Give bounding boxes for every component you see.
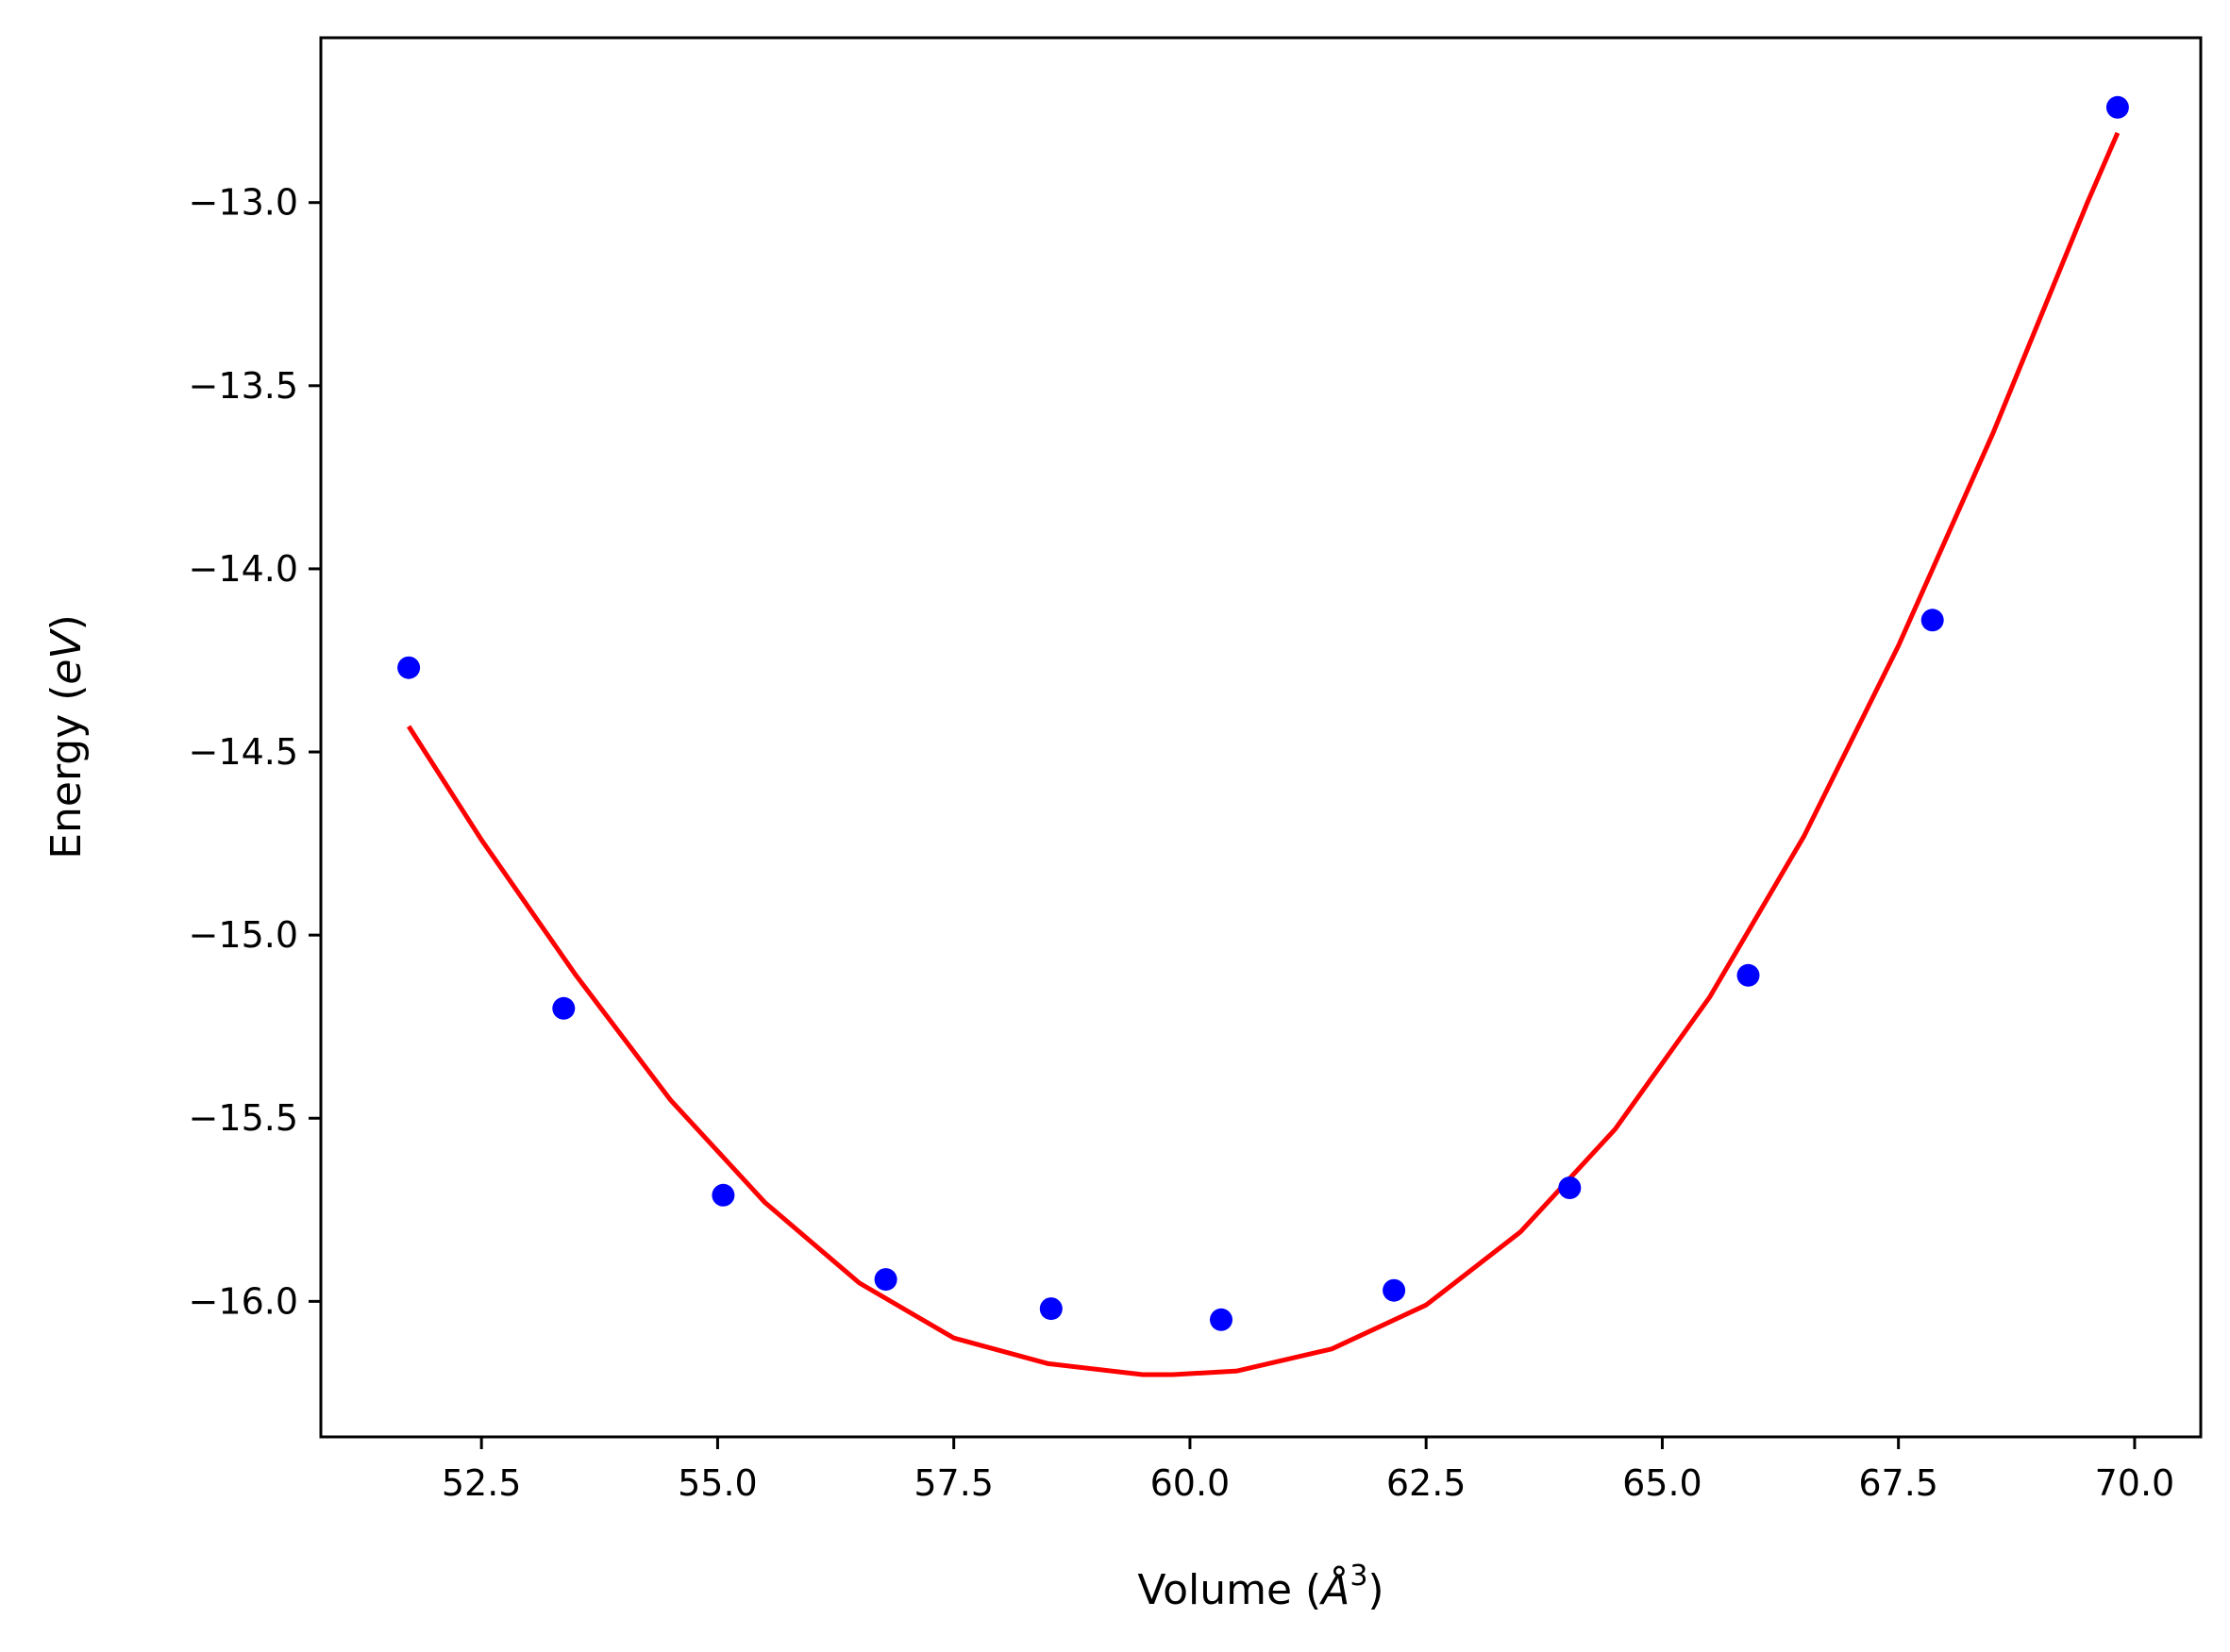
- y-tick-label: −14.0: [189, 548, 298, 590]
- plot-frame: [319, 36, 2203, 1439]
- data-point: [874, 1268, 897, 1292]
- y-axis-label-close: ): [42, 614, 91, 630]
- x-tick-label: 67.5: [1858, 1462, 1938, 1504]
- x-axis-label-unit: Å: [1318, 1564, 1350, 1614]
- y-axis-label: Energy (eV): [42, 614, 91, 859]
- y-tick-label: −14.5: [189, 731, 298, 773]
- x-tick-label: 60.0: [1150, 1462, 1231, 1504]
- x-axis-label: Volume (Å3): [1137, 1560, 1383, 1614]
- y-tick-label: −13.0: [189, 182, 298, 224]
- x-tick-label: 52.5: [442, 1462, 522, 1504]
- fit-layer: [406, 131, 2121, 1377]
- data-point: [1210, 1308, 1232, 1331]
- data-point: [1383, 1278, 1406, 1302]
- x-tick-label: 70.0: [2095, 1462, 2175, 1504]
- data-point: [1920, 609, 1944, 632]
- x-axis-label-close: ): [1367, 1566, 1383, 1614]
- y-axis-ticks: −13.0 −13.5 −14.0 −14.5 −15.0 −15.5 −16.0: [189, 182, 321, 1322]
- data-point: [397, 656, 421, 679]
- y-tick-label: −15.0: [189, 914, 298, 956]
- y-tick-label: −15.5: [189, 1097, 298, 1139]
- x-axis-label-main: Volume (: [1137, 1566, 1321, 1614]
- x-tick-label: 55.0: [678, 1462, 758, 1504]
- data-point: [1558, 1176, 1582, 1199]
- data-point: [552, 996, 576, 1020]
- y-tick-label: −16.0: [189, 1280, 298, 1322]
- y-axis-label-main: Energy (: [42, 685, 91, 859]
- data-point: [2105, 95, 2129, 119]
- x-tick-label: 62.5: [1386, 1462, 1467, 1504]
- y-tick-label: −13.5: [189, 365, 298, 407]
- points-layer: [397, 95, 2129, 1331]
- x-tick-label: 57.5: [914, 1462, 994, 1504]
- x-axis-label-exponent: 3: [1350, 1560, 1367, 1593]
- data-point: [1736, 963, 1760, 987]
- y-axis-label-unit: eV: [42, 628, 91, 685]
- x-tick-label: 65.0: [1622, 1462, 1702, 1504]
- data-point: [1039, 1297, 1063, 1321]
- fit-curve: [406, 131, 2121, 1377]
- data-point: [712, 1183, 735, 1207]
- x-axis-ticks: 52.5 55.0 57.5 60.0 62.5 65.0 67.5 70.0: [442, 1437, 2174, 1504]
